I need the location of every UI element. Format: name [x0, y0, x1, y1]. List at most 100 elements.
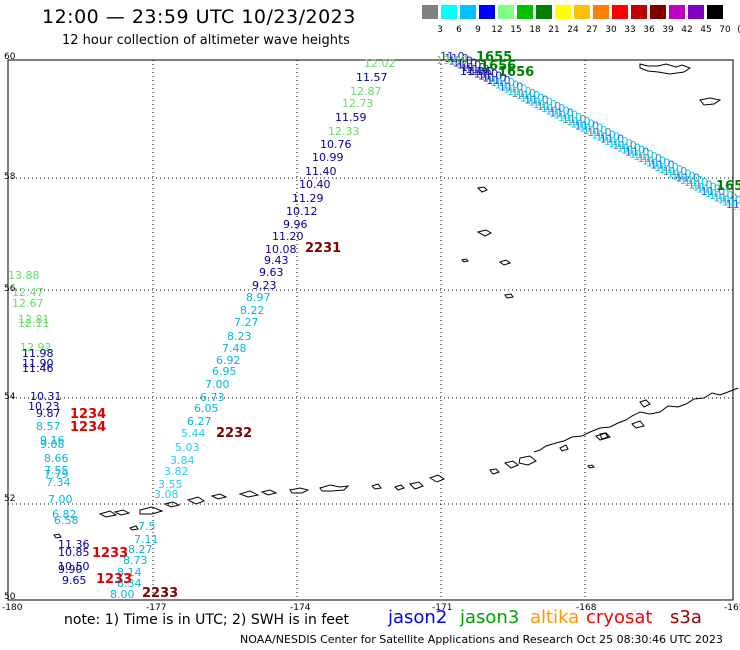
wave-height-value: 8.27: [128, 543, 153, 556]
pass-time-labels: 2231223222331234123412331233165516561656…: [70, 50, 740, 601]
swath-mark: 11.0: [507, 85, 532, 98]
satellite-swath-track: 11.011.011.011.011.011.011.011.011.011.0…: [440, 50, 740, 213]
legend-unit: (ft): [732, 25, 740, 35]
legend-swatch: [669, 5, 685, 19]
wave-height-value: 3.82: [164, 465, 189, 478]
swath-mark: 11.0: [684, 176, 709, 189]
wave-height-value: 13.88: [8, 269, 40, 282]
wave-height-value: 9.90: [58, 563, 83, 576]
swath-mark: 11.0: [604, 135, 629, 148]
legend-label: 30: [605, 25, 617, 35]
swath-mark: 11.0: [562, 113, 587, 126]
legend-swatch: [517, 5, 533, 19]
swath-mark: 11.0: [701, 185, 726, 198]
pass-time-label: 2231: [305, 241, 341, 256]
legend-label: 70: [719, 25, 731, 35]
wave-height-value: 12.92: [20, 341, 52, 354]
legend-swatch: [422, 5, 438, 19]
wave-height-value: 12.81: [18, 313, 50, 326]
shumagin-islands: [559, 399, 651, 452]
andreanof-islands: [210, 484, 350, 500]
y-tick-label: 50: [4, 592, 16, 602]
swath-mark: 11.0: [717, 194, 740, 207]
wave-height-value: 10.31: [30, 390, 62, 403]
swath-mark: 11.0: [642, 154, 667, 167]
wave-height-value: 9.87: [36, 407, 61, 420]
swath-mark: 11.0: [667, 167, 692, 180]
swath-mark: 11.0: [528, 96, 553, 109]
swath-mark: 11.0: [444, 52, 469, 65]
swath-mark: 11.0: [482, 72, 507, 85]
legend-label: 12: [491, 25, 503, 35]
swath-mark: 11.0: [465, 63, 490, 76]
satellite-name-s3a: s3a: [670, 607, 702, 628]
swath-mark: 11.0: [713, 191, 738, 204]
legend-swatch: [593, 5, 609, 19]
legend-label: 45: [700, 25, 712, 35]
wave-height-value: 3.55: [158, 478, 183, 491]
pass-time-label: 1656: [480, 59, 516, 74]
wave-height-value: 11.29: [292, 192, 324, 205]
x-tick-label: -165: [724, 603, 740, 613]
rat-near-islands: [98, 496, 206, 518]
legend-label: 42: [681, 25, 693, 35]
swath-mark: 11.0: [671, 170, 696, 183]
wave-height-value: 5.44: [181, 427, 206, 440]
st-lawrence-island: [699, 97, 722, 106]
wave-height-value: 8.14: [117, 566, 142, 579]
swath-mark: 11.0: [453, 57, 478, 70]
wave-height-value: 10.85: [58, 546, 90, 559]
pass-time-label: 2232: [216, 426, 252, 441]
swath-mark: 11.0: [511, 87, 536, 100]
swath-mark: 11.0: [600, 133, 625, 146]
wave-height-value: 10.23: [28, 400, 60, 413]
wave-height-value: 7.34: [46, 476, 71, 489]
y-tick-label: 54: [4, 392, 16, 402]
legend-swatch: [650, 5, 666, 19]
swath-mark: 11.0: [638, 152, 663, 165]
swath-mark: 11.0: [583, 124, 608, 137]
swath-mark: 11.0: [726, 198, 740, 211]
swath-mark: 11.0: [486, 74, 511, 87]
wave-height-value: 8.23: [227, 330, 252, 343]
legend-label: 27: [586, 25, 598, 35]
map-frame: [7, 59, 734, 601]
legend-swatch: [612, 5, 628, 19]
wave-height-value: 6.27: [187, 415, 212, 428]
wave-height-value: 11.98: [22, 347, 54, 360]
swath-mark: 11.0: [659, 163, 684, 176]
wave-height-value: 6.05: [194, 402, 219, 415]
wave-height-value: 3.84: [170, 454, 195, 467]
satellite-name-cryosat: cryosat: [586, 607, 653, 628]
swath-mark: 11.0: [549, 107, 574, 120]
wave-height-value: 11.57: [356, 71, 388, 84]
swath-mark: 11.0: [663, 165, 688, 178]
wave-height-value: 11.20: [272, 230, 304, 243]
swath-mark: 11.0: [617, 141, 642, 154]
wave-height-value: 12.47: [12, 286, 44, 299]
wave-height-value: 7.79: [44, 468, 69, 481]
swath-mark: 11.0: [692, 180, 717, 193]
wave-height-value: 9.16: [40, 434, 65, 447]
swath-mark: 11.0: [495, 78, 519, 91]
wave-height-value: 3.08: [154, 488, 179, 501]
pass-time-label: 1233: [96, 572, 132, 587]
legend-label: 21: [548, 25, 560, 35]
wave-height-value: 10.99: [312, 151, 344, 164]
legend-label: 6: [456, 25, 462, 35]
wave-height-value: 9.43: [264, 254, 289, 267]
swath-mark: 11.0: [474, 67, 499, 80]
pass-time-label: 1655: [476, 50, 512, 65]
satellite-name-jason2: jason2: [388, 607, 448, 628]
wave-height-value: 8.66: [44, 452, 69, 465]
x-tick-label: -174: [290, 603, 311, 613]
wave-height-value: 12.87: [350, 85, 382, 98]
legend-swatch: [707, 5, 723, 19]
swath-mark: 11.0: [730, 200, 740, 213]
swath-mark: 11.0: [575, 120, 600, 133]
wave-height-value: 11.36: [58, 538, 90, 551]
wave-height-value: 9.23: [252, 279, 277, 292]
legend-label: 36: [643, 25, 655, 35]
swath-mark: 11.0: [541, 102, 566, 115]
